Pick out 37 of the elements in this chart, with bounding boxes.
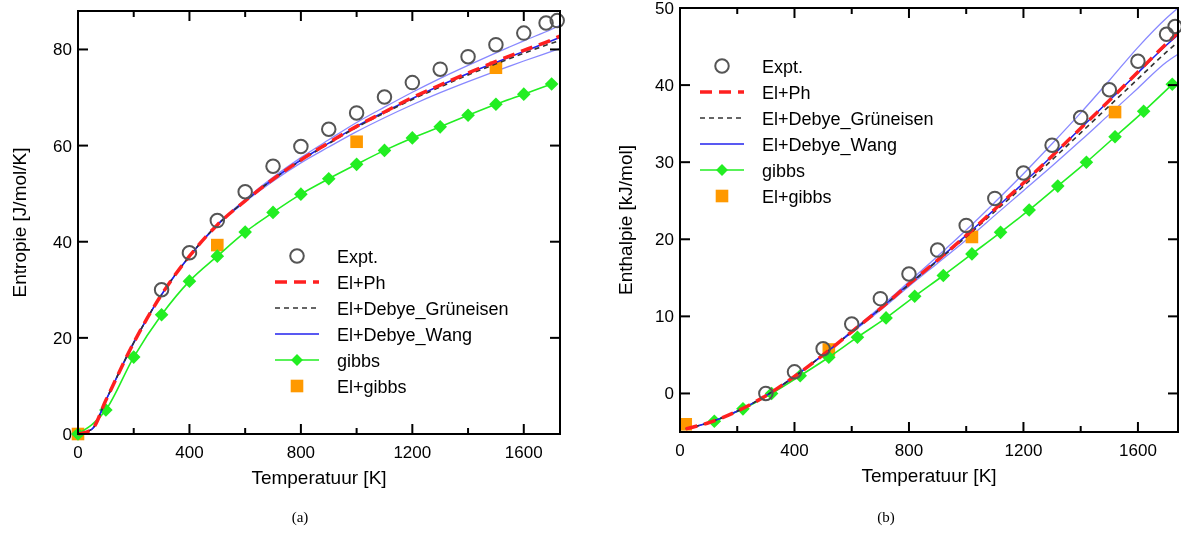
x-axis-title: Temperatuur [K] — [861, 465, 997, 486]
legend-label: El+gibbs — [762, 187, 832, 207]
legend-label: Expt. — [762, 57, 804, 77]
x-tick-label: 400 — [780, 441, 809, 460]
legend-label: gibbs — [337, 351, 381, 371]
y-tick-label: 30 — [655, 153, 674, 173]
legend-label: El+gibbs — [337, 377, 407, 397]
y-tick-label: 20 — [655, 230, 674, 250]
y-tick-label: 50 — [655, 0, 674, 18]
legend-label: El+Ph — [762, 83, 811, 103]
y-axis-title: Enthalpie [kJ/mol] — [615, 145, 636, 295]
text: (b) — [877, 509, 895, 526]
y-tick-label: 60 — [53, 136, 72, 156]
y-tick-label: 0 — [664, 384, 674, 404]
y-tick-label: 20 — [53, 328, 72, 348]
x-tick-label: 1600 — [504, 443, 543, 462]
x-tick-label: 800 — [894, 441, 924, 460]
legend-label: gibbs — [762, 161, 806, 181]
x-tick-label: 800 — [286, 443, 316, 462]
legend-label: El+Debye_Grüneisen — [337, 299, 509, 320]
x-tick-label: 400 — [175, 443, 204, 462]
y-tick-label: 40 — [655, 76, 674, 96]
x-tick-label: 1600 — [1119, 441, 1157, 460]
legend-label: El+Debye_Grüneisen — [762, 109, 934, 130]
y-axis-title: Entropie [J/mol/K] — [9, 147, 30, 298]
text: (a) — [291, 509, 309, 526]
x-tick-label: 1200 — [1004, 441, 1043, 460]
y-tick-label: 40 — [53, 232, 72, 252]
legend-label: El+Debye_Wang — [762, 135, 897, 156]
legend-label: El+Ph — [337, 273, 386, 293]
y-tick-label: 10 — [655, 307, 674, 327]
y-tick-label: 80 — [53, 40, 72, 60]
y-tick-label: 0 — [62, 425, 72, 444]
x-tick-label: 1200 — [393, 443, 432, 462]
legend-label: El+Debye_Wang — [337, 325, 472, 346]
legend-label: Expt. — [337, 247, 379, 267]
x-axis-title: Temperatuur [K] — [251, 467, 387, 488]
